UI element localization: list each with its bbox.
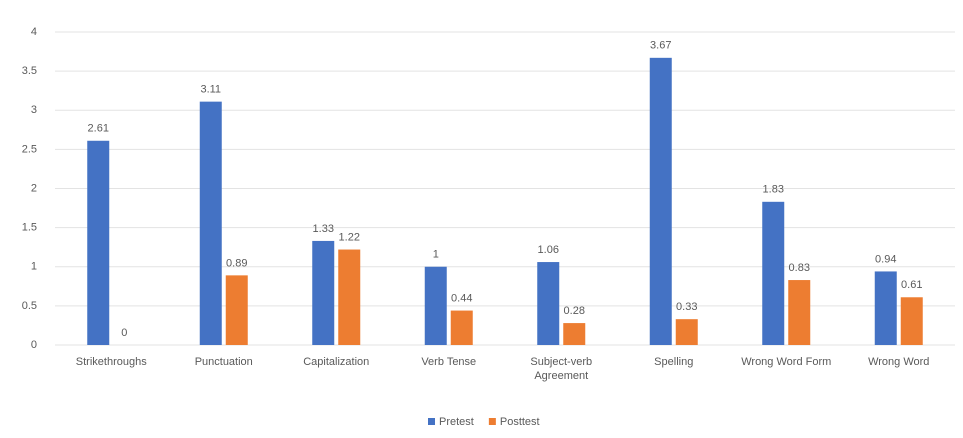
bar <box>537 262 560 345</box>
bar <box>900 297 923 345</box>
x-tick-label: Wrong Word Form <box>741 356 832 368</box>
bar <box>450 310 473 345</box>
bar <box>87 140 110 345</box>
x-tick-label: Subject-verb Agreement <box>530 356 593 382</box>
x-tick-label: Verb Tense <box>421 356 477 368</box>
x-tick-label: Capitalization <box>303 356 370 368</box>
data-label: 0.44 <box>451 292 472 304</box>
bar <box>762 201 785 345</box>
x-tick-label: Punctuation <box>194 356 253 368</box>
data-label: 1.83 <box>763 184 784 196</box>
x-tick-label-box: Punctuation <box>194 356 253 368</box>
data-label: 0.89 <box>226 257 247 269</box>
y-tick-label: 1 <box>31 261 37 273</box>
bar <box>675 319 698 345</box>
x-tick-label-box: Capitalization <box>303 356 370 368</box>
bar <box>225 275 248 345</box>
data-label: 0.28 <box>564 305 585 317</box>
bar <box>338 249 361 345</box>
data-label: 0.61 <box>901 279 922 291</box>
x-tick-label-box: Subject-verb Agreement <box>530 356 593 382</box>
y-tick-label: 0.5 <box>22 300 37 312</box>
legend-swatch <box>428 418 435 425</box>
bar <box>424 266 447 345</box>
data-label: 3.67 <box>650 40 671 52</box>
x-tick-label-box: Verb Tense <box>421 356 477 368</box>
y-tick-label: 3.5 <box>22 65 37 77</box>
y-tick-label: 3 <box>31 104 37 116</box>
data-label: 1 <box>433 249 439 261</box>
x-tick-label: Spelling <box>654 356 694 368</box>
bar <box>649 57 672 345</box>
data-label: 1.22 <box>339 231 360 243</box>
legend-label: Pretest <box>439 416 474 428</box>
data-label: 3.11 <box>200 84 221 96</box>
bar <box>874 271 897 345</box>
bar <box>199 101 222 345</box>
data-label: 0.94 <box>875 253 896 265</box>
y-tick-label: 0 <box>31 339 37 351</box>
legend-label: Posttest <box>500 416 540 428</box>
data-label: 2.61 <box>88 123 109 135</box>
data-label: 0 <box>121 327 127 339</box>
y-tick-label: 2.5 <box>22 143 37 155</box>
data-label: 1.06 <box>538 244 559 256</box>
bar <box>563 323 586 345</box>
x-tick-label-box: Wrong Word <box>868 356 930 368</box>
x-tick-label: Wrong Word <box>868 356 930 368</box>
y-tick-label: 1.5 <box>22 222 37 234</box>
data-label: 1.33 <box>313 223 334 235</box>
x-tick-label-box: Spelling <box>654 356 694 368</box>
data-label: 0.33 <box>676 301 697 313</box>
x-tick-label: Strikethroughs <box>75 356 147 368</box>
bar <box>312 240 335 345</box>
data-label: 0.83 <box>789 262 810 274</box>
bar <box>788 280 811 345</box>
y-tick-label: 2 <box>31 182 37 194</box>
y-tick-label: 4 <box>31 26 37 38</box>
x-tick-label-box: Strikethroughs <box>75 356 147 368</box>
x-tick-label-box: Wrong Word Form <box>741 356 832 368</box>
legend-swatch <box>488 418 496 425</box>
